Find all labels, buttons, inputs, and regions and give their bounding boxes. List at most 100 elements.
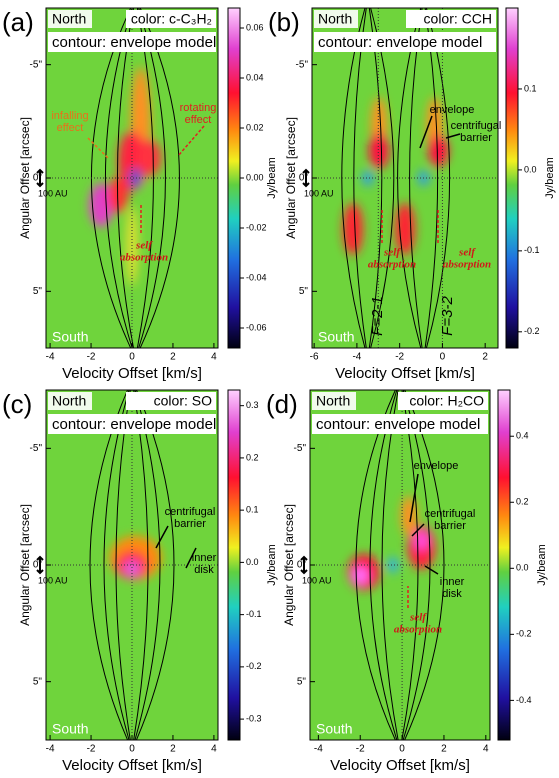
x-tick-label: 0 — [129, 352, 135, 363]
emission — [348, 496, 436, 590]
colorbar-tick-label: 0.1 — [524, 83, 537, 93]
plot-area — [310, 390, 490, 740]
y-tick-label: 5" — [33, 286, 43, 297]
annotation: absorption — [120, 252, 168, 264]
label-box — [314, 10, 358, 28]
colorbar-tick-label: -0.1 — [246, 609, 262, 619]
scale-label: 100 AU — [38, 575, 68, 585]
colorbar — [497, 389, 511, 741]
color-label: color: CCH — [424, 11, 492, 27]
contour — [369, 390, 431, 740]
contour — [355, 390, 445, 740]
panel-label: (c) — [2, 389, 32, 419]
emission-blob — [414, 530, 429, 551]
colorbar-tick-label: -0.4 — [516, 695, 532, 705]
emission-blob — [124, 560, 140, 577]
x-tick-label: 0 — [440, 352, 446, 363]
contour — [341, 8, 395, 348]
annotation-arrow — [424, 565, 439, 575]
panel: -4 -2 0 2 4 -5" 0" 5" Velocity Offset [km/s] Angu… — [266, 389, 548, 774]
colorbar — [505, 7, 519, 349]
emission-blob — [368, 132, 389, 169]
annotation: infalling — [51, 110, 88, 122]
annotation: centrifugal — [451, 120, 502, 132]
annotation-arrow — [155, 525, 169, 549]
emission — [342, 97, 449, 255]
y-tick-label: 5" — [299, 286, 309, 297]
colorbar-tick-label: 0.0 — [516, 563, 529, 573]
x-axis-label: Velocity Offset [km/s] — [335, 365, 475, 382]
emission-blob — [137, 139, 162, 176]
contour — [115, 390, 149, 740]
colorbar-tick-label: 0.00 — [246, 172, 264, 182]
north-label: North — [52, 393, 86, 409]
colorbar-tick-label: -0.06 — [246, 322, 267, 332]
annotation: effect — [57, 122, 84, 134]
contour — [89, 390, 175, 740]
label-box — [406, 10, 496, 28]
plot-area — [312, 8, 498, 348]
colorbar-tick-label: -0.2 — [246, 661, 262, 671]
x-tick-label: -2 — [395, 352, 404, 363]
colorbar-tick-label: 0.3 — [246, 400, 259, 410]
color-label: color: SO — [154, 393, 212, 409]
label-box — [312, 392, 356, 410]
scale-label: 100 AU — [38, 188, 68, 198]
annotation: self — [383, 247, 401, 259]
annotation-arrow — [445, 133, 461, 139]
emission-blob — [401, 496, 417, 536]
colorbar-tick-label: 0.04 — [246, 72, 264, 82]
label-box — [398, 392, 488, 410]
annotation: self — [409, 612, 427, 624]
emission-blob — [428, 134, 449, 167]
scale-label: 100 AU — [304, 188, 334, 198]
panel-label: (a) — [2, 7, 34, 37]
color-label: color: H₂CO — [409, 393, 484, 409]
x-tick-label: 4 — [211, 744, 217, 755]
north-label: North — [318, 11, 352, 27]
label-box — [312, 414, 488, 434]
panel-label: (d) — [266, 389, 298, 419]
contour-label: contour: envelope model — [316, 416, 480, 433]
y-axis-label: Angular Offset [arcsec] — [18, 117, 32, 239]
scale-arrow — [36, 555, 44, 575]
contour-label: contour: envelope model — [318, 34, 482, 51]
contour — [397, 8, 451, 348]
x-tick-label: 2 — [482, 352, 488, 363]
panel: -6 -4 -2 0 2 -5" 0" 5" Velocity Offset [km/s] Ang… — [268, 7, 556, 382]
annotation: absorption — [368, 259, 416, 271]
annotation: inner — [192, 552, 217, 564]
annotation: absorption — [394, 624, 442, 636]
contour-label: contour: envelope model — [52, 416, 216, 433]
annotation: absorption — [443, 259, 491, 271]
colorbar — [227, 389, 241, 741]
scale-arrow — [302, 168, 310, 188]
emission — [109, 536, 162, 580]
contour — [409, 8, 439, 348]
colorbar-tick-label: 0.2 — [516, 497, 529, 507]
y-tick-label: -5" — [30, 59, 43, 70]
south-label: South — [318, 329, 355, 345]
x-tick-label: 4 — [483, 744, 489, 755]
contour-label: contour: envelope model — [52, 34, 216, 51]
contour — [104, 8, 166, 348]
y-tick-label: 0" — [33, 173, 43, 184]
panel: -4 -2 0 2 4 -5" 0" 5" Velocity Offset [km/s] Angu… — [2, 389, 278, 774]
annotation: self — [458, 247, 476, 259]
south-label: South — [52, 721, 89, 737]
emission-blob — [342, 203, 363, 255]
y-tick-label: 0" — [299, 173, 309, 184]
scale-label: 100 AU — [302, 575, 332, 585]
colorbar-label: Jy/beam — [544, 157, 556, 199]
colorbar-label: Jy/beam — [266, 157, 278, 199]
y-tick-label: -5" — [296, 59, 309, 70]
annotation: envelope — [414, 460, 459, 472]
south-label: South — [52, 329, 89, 345]
annotation: self — [135, 240, 153, 252]
x-tick-label: 2 — [441, 744, 447, 755]
annotation: F=2-1 — [369, 296, 386, 336]
annotation-arrow — [419, 115, 433, 149]
color-label: color: c-C₃H₂ — [131, 11, 212, 27]
annotation-arrow — [177, 125, 205, 157]
